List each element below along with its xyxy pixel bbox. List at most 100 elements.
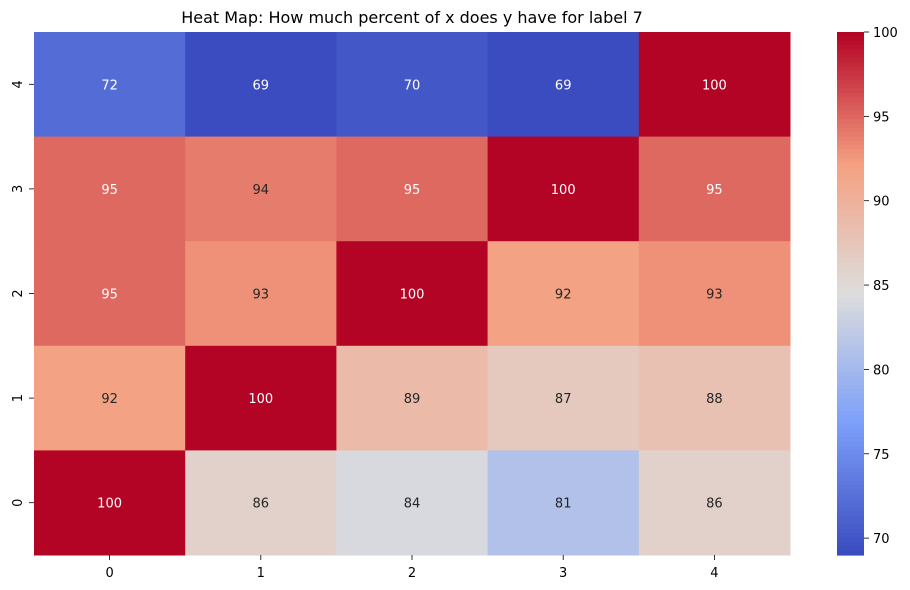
- heatmap-cell: [34, 32, 186, 138]
- cell-value-label: 92: [101, 392, 118, 407]
- colorbar-segment: [837, 454, 864, 460]
- cell-value-label: 95: [706, 183, 723, 198]
- colorbar-segment: [837, 310, 864, 316]
- colorbar-segment: [837, 511, 864, 517]
- colorbar-segment: [837, 319, 864, 325]
- colorbar-segment: [837, 437, 864, 443]
- colorbar-segment: [837, 245, 864, 251]
- colorbar-segment: [837, 537, 864, 543]
- colorbar-tick-label: 95: [873, 110, 890, 125]
- heatmap-cell: [185, 32, 337, 138]
- cell-value-label: 100: [551, 183, 576, 198]
- colorbar-tick-label: 90: [873, 195, 890, 210]
- colorbar-segment: [837, 332, 864, 338]
- heatmap-cell: [336, 450, 489, 556]
- cell-value-label: 72: [101, 78, 118, 93]
- colorbar-segment: [837, 402, 864, 408]
- colorbar-segment: [837, 541, 864, 547]
- colorbar-segment: [837, 254, 864, 260]
- heatmap-cell: [487, 32, 640, 138]
- colorbar-segment: [837, 140, 864, 146]
- colorbar-segment: [837, 206, 864, 212]
- cell-value-label: 69: [555, 78, 572, 93]
- colorbar-segment: [837, 306, 864, 312]
- colorbar-segment: [837, 40, 864, 46]
- colorbar-segment: [837, 228, 864, 234]
- heatmap-cell: [487, 241, 640, 347]
- colorbar-segment: [837, 66, 864, 72]
- heatmap-cell: [638, 241, 791, 347]
- colorbar-segment: [837, 485, 864, 491]
- colorbar-segment: [837, 136, 864, 142]
- colorbar-segment: [837, 476, 864, 482]
- y-tick-label: 0: [11, 499, 26, 507]
- colorbar-tick-label: 100: [873, 26, 898, 41]
- colorbar-segment: [837, 88, 864, 94]
- colorbar-segment: [837, 524, 864, 530]
- heatmap-cell: [336, 32, 489, 138]
- colorbar-segment: [837, 441, 864, 447]
- colorbar-segment: [837, 36, 864, 42]
- colorbar-segment: [837, 432, 864, 438]
- heatmap-cell: [336, 136, 489, 242]
- colorbar-segment: [837, 446, 864, 451]
- y-tick-label: 3: [11, 185, 26, 193]
- colorbar-segment: [837, 241, 864, 247]
- colorbar-segment: [837, 276, 864, 282]
- colorbar-segment: [837, 58, 864, 64]
- colorbar-segment: [837, 493, 864, 499]
- colorbar-segment: [837, 406, 864, 412]
- heatmap-cell: [487, 450, 640, 556]
- colorbar-segment: [837, 502, 864, 508]
- colorbar-tick-label: 80: [873, 363, 890, 378]
- colorbar-segment: [837, 376, 864, 382]
- colorbar-segment: [837, 71, 864, 77]
- colorbar-segment: [837, 149, 864, 155]
- colorbar-tick-label: 70: [873, 532, 890, 547]
- cell-value-label: 100: [702, 78, 727, 93]
- colorbar-segment: [837, 119, 864, 125]
- y-axis: 4 3 2 1 0: [11, 80, 34, 507]
- colorbar-segment: [837, 171, 864, 177]
- colorbar-tick-label: 85: [873, 279, 890, 294]
- x-tick-label: 0: [105, 566, 113, 581]
- cell-value-label: 95: [101, 288, 118, 303]
- heatmap-cell: [638, 345, 791, 451]
- colorbar-segment: [837, 145, 864, 151]
- cell-value-label: 88: [706, 392, 723, 407]
- cell-value-label: 100: [248, 392, 273, 407]
- colorbar-segment: [837, 162, 864, 168]
- heatmap-cell: [34, 345, 186, 451]
- colorbar-segment: [837, 184, 864, 190]
- heatmap-cell: [638, 32, 791, 138]
- heatmap-cell: [487, 136, 640, 242]
- x-tick-label: 2: [408, 566, 416, 581]
- colorbar-segment: [837, 132, 864, 138]
- colorbar-segment: [837, 411, 864, 417]
- colorbar-segment: [837, 249, 864, 255]
- cell-value-label: 94: [253, 183, 270, 198]
- colorbar-segment: [837, 114, 864, 120]
- colorbar-segment: [837, 215, 864, 221]
- colorbar-segment: [837, 45, 864, 51]
- heatmap-cell: [336, 345, 489, 451]
- heatmap-cell: [34, 241, 186, 347]
- x-tick-label: 4: [710, 566, 718, 581]
- colorbar-segment: [837, 210, 864, 216]
- colorbar-segment: [837, 97, 864, 103]
- x-tick-label: 1: [257, 566, 265, 581]
- colorbar-segment: [837, 463, 864, 469]
- chart-title: Heat Map: How much percent of x does y h…: [181, 8, 643, 27]
- colorbar-segment: [837, 232, 864, 238]
- colorbar-segment: [837, 350, 864, 356]
- x-tick-label: 3: [559, 566, 567, 581]
- cell-value-label: 87: [555, 392, 572, 407]
- colorbar-segment: [837, 258, 864, 264]
- heatmap-cells: 72 69 70 69 100 95 94 95 100 95 95 93 100 92 93 92 100 89…: [34, 32, 791, 556]
- cell-value-label: 81: [555, 497, 572, 512]
- cell-value-label: 86: [706, 497, 723, 512]
- heatmap-cell: [185, 450, 337, 556]
- colorbar-segment: [837, 467, 864, 473]
- colorbar-segment: [837, 520, 864, 526]
- colorbar-segment: [837, 358, 864, 364]
